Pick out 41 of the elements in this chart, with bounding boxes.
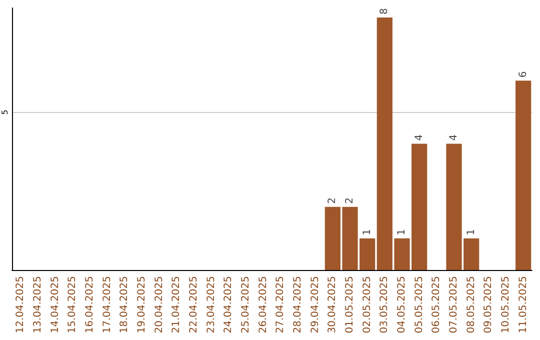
x-tick-label: 30.04.2025 [327,276,338,334]
x-tick-label: 13.04.2025 [32,276,44,334]
x-tick-label: 29.04.2025 [310,276,321,334]
data-label: 1 [466,229,477,236]
x-tick-label: 01.05.2025 [344,276,356,334]
x-tick-label: 04.05.2025 [396,276,408,334]
x-tick-label: 11.05.2025 [518,276,529,334]
x-tick-label: 07.05.2025 [448,276,460,334]
x-tick-label: 08.05.2025 [466,276,477,334]
x-tick-label: 16.04.2025 [84,276,96,334]
x-tick-label: 03.05.2025 [379,276,390,334]
x-tick-label: 15.04.2025 [67,276,78,334]
y-tick-label: 5 [0,110,10,115]
x-tick-label: 10.05.2025 [500,276,512,334]
x-tick-label: 09.05.2025 [483,276,494,334]
x-tick-label: 27.04.2025 [275,276,286,334]
x-tick-label: 19.04.2025 [136,276,148,334]
data-label: 6 [518,71,529,78]
x-tick-label: 21.04.2025 [171,276,182,334]
x-tick-label: 05.05.2025 [414,276,425,334]
data-label: 2 [327,197,338,204]
x-tick-label: 06.05.2025 [431,276,442,334]
x-tick-label: 20.04.2025 [154,276,165,334]
x-tick-label: 12.04.2025 [15,276,26,334]
x-tick-label: 14.04.2025 [50,276,61,334]
x-tick-label: 23.04.2025 [206,276,217,334]
data-label: 1 [362,229,373,236]
bar [516,80,532,270]
data-label: 2 [344,197,356,204]
x-tick-label: 25.04.2025 [240,276,252,334]
data-label: 8 [379,8,390,14]
x-tick-label: 18.04.2025 [119,276,130,334]
data-label: 4 [448,134,460,141]
data-label: 1 [396,229,408,236]
x-tick-label: 17.04.2025 [102,276,113,334]
data-label: 4 [414,134,425,141]
x-tick-label: 26.04.2025 [258,276,269,334]
x-tick-label: 24.04.2025 [223,276,234,334]
x-tick-label: 22.04.2025 [188,276,200,334]
x-tick-label: 02.05.2025 [362,276,373,334]
x-tick-label: 28.04.2025 [292,276,304,334]
